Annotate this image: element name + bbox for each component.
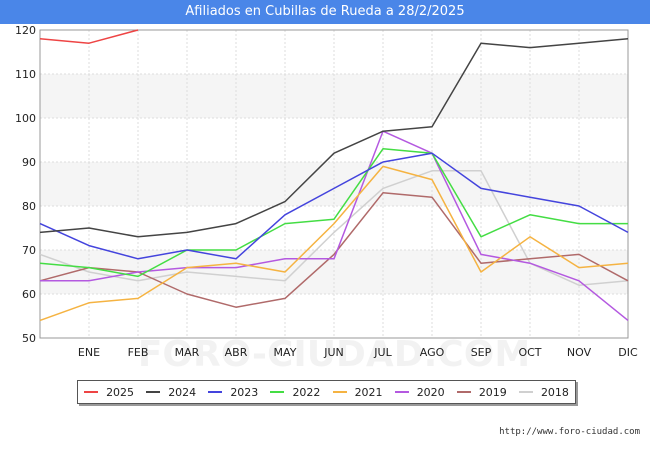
y-tick-label: 90 [22,156,36,169]
series-line-2025 [39,29,139,44]
legend-item-2021: 2021 [332,385,383,399]
x-tick-label: SEP [471,346,492,359]
legend-label: 2025 [106,385,135,399]
source-url: http://www.foro-ciudad.com [499,427,640,437]
x-tick-label: MAY [274,346,297,359]
x-tick-label: FEB [128,346,149,359]
x-tick-label: JUN [323,346,344,359]
legend-swatch [208,391,223,393]
legend-item-2018: 2018 [518,385,569,399]
legend-swatch [270,391,285,393]
legend-item-2020: 2020 [394,385,445,399]
series-line-2022 [39,148,628,278]
legend-item-2025: 2025 [84,386,134,399]
x-tick-label: OCT [518,346,541,359]
legend-swatch [332,391,347,393]
series-line-2020 [40,130,629,321]
x-tick-label: ABR [225,346,248,359]
series-line-2023 [39,152,629,260]
series-line-2024 [39,38,629,238]
legend-swatch [84,391,99,393]
x-tick-label: MAR [175,346,200,359]
y-tick-label: 110 [15,68,36,81]
y-tick-label: 70 [22,244,36,257]
legend-item-2024: 2024 [146,386,196,399]
legend-label: 2018 [540,385,569,399]
legend-item-2022: 2022 [270,386,320,399]
legend-label: 2024 [168,385,197,399]
legend-label: 2023 [230,385,259,399]
legend-label: 2022 [292,385,321,399]
chart-legend: 2025 2024 2023 2022 2021 2020 2019 2018 [77,380,576,404]
legend-item-2019: 2019 [456,385,507,399]
x-tick-label: JUL [373,346,392,359]
legend-label: 2019 [478,385,507,399]
legend-item-2023: 2023 [208,386,258,399]
y-tick-label: 60 [22,288,36,301]
legend-label: 2020 [416,385,445,399]
y-tick-label: 120 [15,24,36,37]
y-tick-label: 50 [22,332,36,345]
legend-swatch [518,391,533,393]
y-tick-label: 80 [22,200,36,213]
x-tick-label: NOV [567,346,592,359]
legend-swatch [456,391,471,393]
x-tick-label: AGO [420,346,445,359]
chart-title: Afiliados en Cubillas de Rueda a 28/2/20… [0,0,650,24]
plot-frame [39,29,629,339]
watermark: FORO-CIUDAD.COM [138,334,530,375]
y-tick-label: 100 [15,112,36,125]
legend-label: 2021 [354,385,383,399]
x-tick-label: ENE [78,346,100,359]
x-tick-label: DIC [618,346,638,359]
legend-swatch [394,391,409,393]
legend-swatch [146,391,161,393]
series-line-2021 [39,165,629,322]
